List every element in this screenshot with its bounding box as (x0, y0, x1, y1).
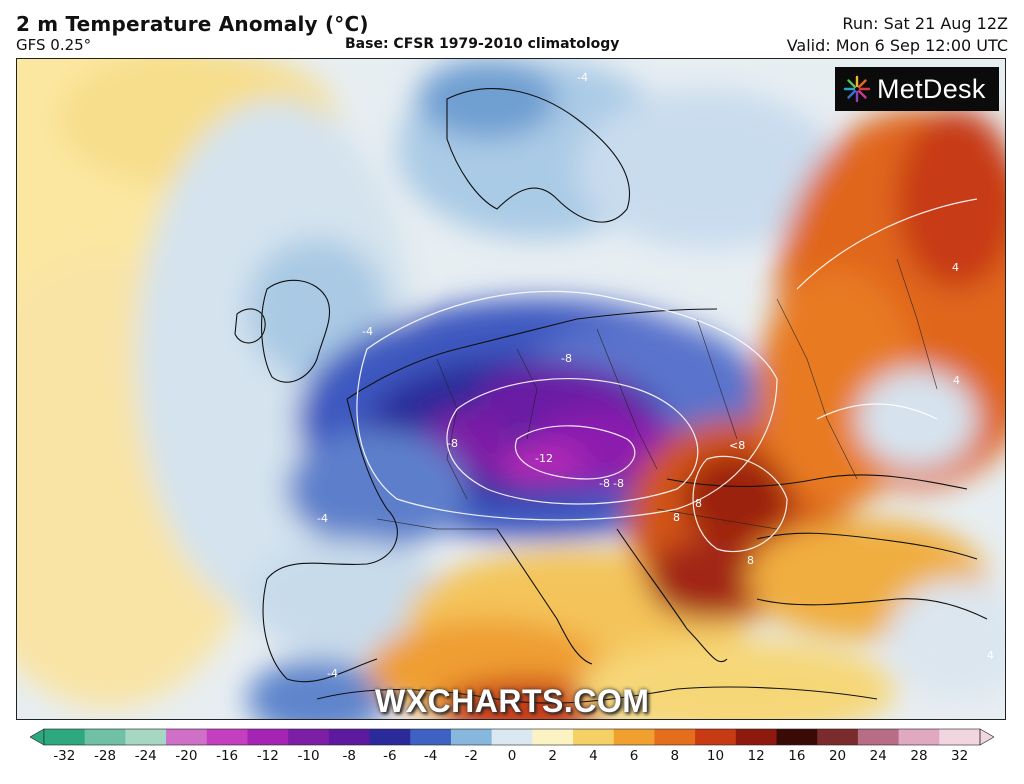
colorbar-right-arrow (979, 728, 994, 746)
logo-text: MetDesk (877, 73, 986, 104)
colorbar-cell (613, 729, 655, 745)
colorbar-tick-label: -32 (53, 748, 76, 764)
colorbar (30, 728, 994, 746)
contour-label: -4 (362, 325, 373, 338)
contour-label: 8 (673, 511, 680, 524)
contour-label: -8 (561, 352, 572, 365)
colorbar-cell (573, 729, 615, 745)
metdesk-logo: MetDesk (835, 67, 999, 111)
starburst-logo-icon (843, 75, 871, 103)
colorbar-tick-label: 10 (706, 748, 725, 764)
colorbar-tick-label: -6 (383, 748, 397, 764)
contour-label: 4 (987, 649, 994, 662)
contour-label: 4 (952, 261, 959, 274)
contour-label: 8 (747, 554, 754, 567)
colorbar-cell (776, 729, 818, 745)
contour-label: <8 (729, 439, 745, 452)
contour-label: -4 (317, 512, 328, 525)
colorbar-tick-label: 32 (951, 748, 969, 764)
anomaly-field (17, 59, 1005, 719)
colorbar-cell (817, 729, 859, 745)
colorbar-tick-label: -12 (256, 748, 279, 764)
colorbar-tick-label: 16 (788, 748, 806, 764)
colorbar-cell (288, 729, 330, 745)
colorbar-tick-label: -2 (464, 748, 479, 764)
colorbar-tick-label: -16 (216, 748, 239, 764)
colorbar-cell (125, 729, 167, 745)
colorbar-cell (735, 729, 778, 745)
colorbar-cell (369, 729, 411, 745)
colorbar-cell (857, 729, 900, 745)
contour-label: -8 (599, 477, 610, 490)
colorbar-tick-label: -24 (134, 748, 157, 764)
colorbar-cell (410, 729, 452, 745)
colorbar-tick-label: 20 (828, 748, 847, 764)
anomaly-map[interactable]: -4 -4 -4 -4 -8 -8 -8 -12 -8 <8 8 8 8 4 4… (16, 58, 1006, 720)
map-canvas: -4 -4 -4 -4 -8 -8 -8 -12 -8 <8 8 8 8 4 4… (17, 59, 1005, 719)
colorbar-cell (939, 729, 981, 745)
colorbar-tick-label: 0 (507, 748, 517, 764)
colorbar-cell (328, 729, 371, 745)
contour-label: -8 (447, 437, 458, 450)
model-label: GFS 0.25° (16, 36, 92, 54)
colorbar-tick-label: -28 (94, 748, 117, 764)
colorbar-tick-label: -20 (175, 748, 198, 764)
colorbar-cell (898, 729, 940, 745)
colorbar-tick-label: -4 (423, 748, 438, 764)
colorbar-tick-label: 24 (869, 748, 887, 764)
colorbar-cell (44, 729, 86, 745)
chart-title: 2 m Temperature Anomaly (°C) (16, 12, 369, 36)
colorbar-cell (247, 729, 289, 745)
colorbar-tick-label: 28 (910, 748, 928, 764)
colorbar-cell (166, 729, 208, 745)
climatology-base-label: Base: CFSR 1979-2010 climatology (345, 36, 620, 52)
colorbar-tick-label: -10 (297, 748, 320, 764)
colorbar-tick-label: -8 (342, 748, 356, 764)
run-time-label: Run: Sat 21 Aug 12Z (842, 14, 1008, 33)
colorbar-tick-label: 8 (670, 748, 680, 764)
colorbar-tick-label: 2 (548, 748, 557, 764)
contour-label: -8 (613, 477, 624, 490)
colorbar-frame (43, 728, 981, 746)
colorbar-cell (654, 729, 696, 745)
colorbar-left-arrow (30, 728, 45, 746)
colorbar-cell (491, 729, 533, 745)
colorbar-cell (532, 729, 574, 745)
contour-label: -4 (577, 71, 588, 84)
watermark: WXCHARTS.COM (375, 683, 650, 719)
contour-label-group: -4 -4 -4 -4 -8 -8 -8 -12 -8 <8 8 8 8 4 4… (317, 71, 994, 680)
contour-label: 8 (695, 497, 702, 510)
colorbar-tick-label: 6 (629, 748, 639, 764)
colorbar-cell (84, 729, 126, 745)
country-borders (376, 258, 938, 530)
colorbar-labels: -32 -28 -24 -20 -16 -12 -10 -8 -6 -4 -2 0 2 4 6 8 10 12 16… (0, 748, 1024, 768)
colorbar-tick-label: 12 (747, 748, 765, 764)
colorbar-tick-label: 4 (589, 748, 598, 764)
valid-time-label: Valid: Mon 6 Sep 12:00 UTC (786, 36, 1008, 55)
contour-lines (356, 198, 978, 553)
contour-label: 4 (953, 374, 960, 387)
coastlines (234, 88, 988, 704)
colorbar-cell (206, 729, 248, 745)
colorbar-cell (695, 729, 737, 745)
contour-label: -4 (327, 667, 338, 680)
colorbar-cell (450, 729, 493, 745)
contour-label: -12 (535, 452, 553, 465)
